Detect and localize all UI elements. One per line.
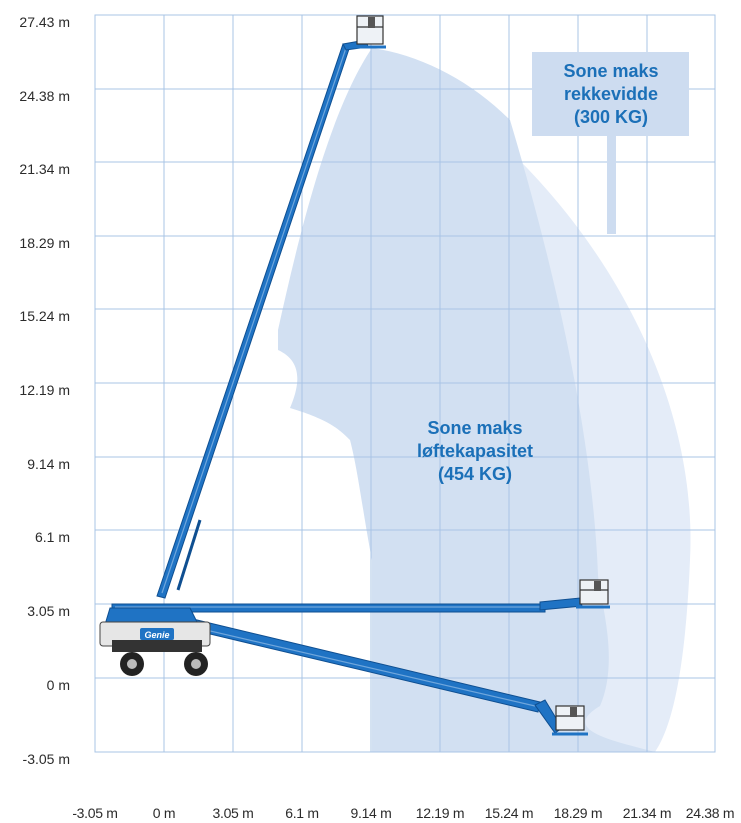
x-label: -3.05 m <box>72 805 117 821</box>
y-label: 9.14 m <box>27 456 70 472</box>
x-label: 15.24 m <box>485 805 534 821</box>
zone-outer-label-line3: (300 KG) <box>574 107 648 127</box>
x-label: 21.34 m <box>623 805 672 821</box>
basket-low-icon <box>552 705 588 736</box>
brand-plate <box>140 628 174 640</box>
zone-outer-label: Sone maks rekkevidde (300 KG) <box>532 52 689 234</box>
zone-inner-label: Sone maks løftekapasitet (454 KG) <box>417 418 533 484</box>
y-axis-labels: 27.43 m 24.38 m 21.34 m 18.29 m 15.24 m … <box>19 14 70 767</box>
zone-outer-label-line1: Sone maks <box>563 61 658 81</box>
y-label: 6.1 m <box>35 529 70 545</box>
y-label: 21.34 m <box>19 161 70 177</box>
y-label: 0 m <box>47 677 70 693</box>
x-label: 12.19 m <box>416 805 465 821</box>
machine-chassis: Genie <box>99 607 211 676</box>
zone-outer-label-box <box>532 52 689 136</box>
x-label: 6.1 m <box>285 805 319 821</box>
y-label: 12.19 m <box>19 382 70 398</box>
x-label: 9.14 m <box>351 805 392 821</box>
zone-inner-capacity <box>278 48 655 752</box>
boom-low-position <box>167 613 588 736</box>
y-label: 24.38 m <box>19 88 70 104</box>
y-label: 18.29 m <box>19 235 70 251</box>
x-label: 0 m <box>153 805 175 821</box>
y-label: 3.05 m <box>27 603 70 619</box>
zone-inner-label-line3: (454 KG) <box>438 464 512 484</box>
brand-logo: Genie <box>144 630 169 640</box>
boom-raised-position <box>156 15 386 599</box>
zone-outer-label-line2: rekkevidde <box>564 84 658 104</box>
zone-outer-label-leader <box>607 136 616 234</box>
y-label: 15.24 m <box>19 308 70 324</box>
x-label: 18.29 m <box>554 805 603 821</box>
y-label: 27.43 m <box>19 14 70 30</box>
basket-middle-icon <box>576 579 610 609</box>
x-label: 3.05 m <box>213 805 254 821</box>
x-label: 24.38 m <box>686 805 735 821</box>
zone-inner-label-line2: løftekapasitet <box>417 441 533 461</box>
basket-top-icon <box>352 15 386 49</box>
zone-inner-label-line1: Sone maks <box>427 418 522 438</box>
y-label: -3.05 m <box>23 751 70 767</box>
chassis-frame <box>112 640 202 652</box>
x-axis-labels: -3.05 m 0 m 3.05 m 6.1 m 9.14 m 12.19 m … <box>72 805 734 821</box>
